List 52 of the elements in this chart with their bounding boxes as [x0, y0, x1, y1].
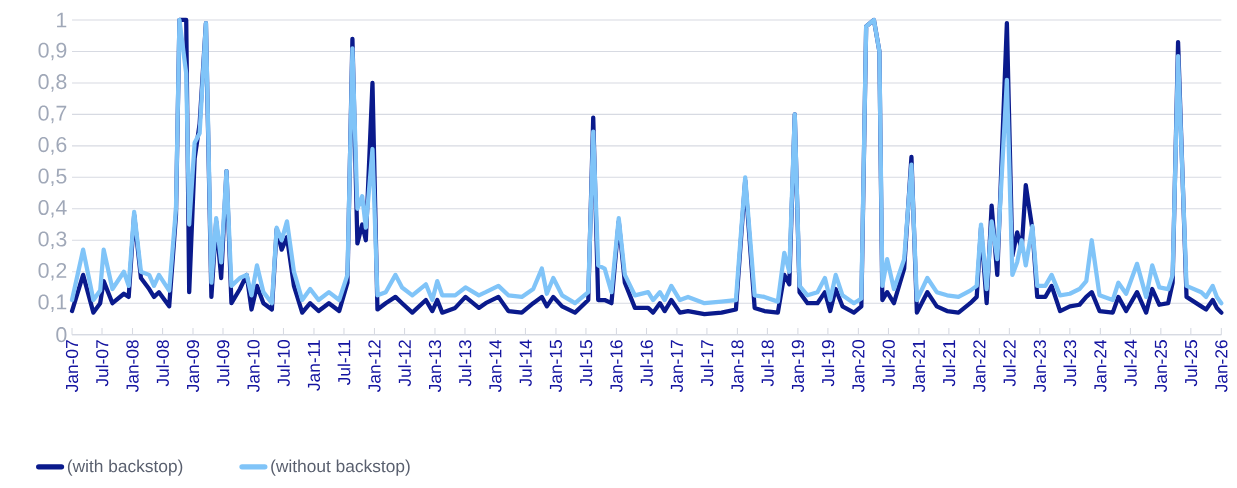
x-tick-label: Jul-07	[95, 340, 109, 387]
x-tick-label: Jan-24	[1094, 339, 1107, 393]
x-tick-label: Jan-09	[186, 340, 200, 393]
y-tick-label: 0,1	[38, 294, 67, 312]
x-tick-label: Jul-19	[821, 340, 835, 387]
x-tick-label: Jul-21	[942, 340, 956, 387]
y-tick-label: 0,2	[38, 262, 67, 281]
x-tick-label: Jul-16	[640, 340, 653, 387]
x-tick-label: Jul-18	[761, 340, 774, 387]
x-tick-label: Jul-12	[398, 340, 411, 387]
x-tick-label: Jan-07	[65, 340, 79, 393]
x-tick-label: Jan-10	[247, 340, 260, 393]
x-tick-label: Jan-23	[1033, 340, 1046, 393]
x-tick-label: Jan-13	[428, 340, 442, 393]
x-tick-label: Jul-23	[1063, 340, 1077, 387]
x-tick-label: Jul-22	[1003, 340, 1016, 387]
x-tick-label: Jan-17	[670, 340, 683, 393]
x-tick-label: Jan-21	[912, 340, 926, 393]
x-tick-label: Jul-11	[337, 340, 351, 386]
y-tick-label: 0,4	[38, 199, 67, 218]
x-tick-label: Jan-14	[489, 339, 502, 393]
y-tick-label: 0,6	[38, 137, 67, 155]
y-tick-label: 0,8	[38, 74, 67, 92]
x-tick-label: Jul-13	[458, 340, 472, 387]
x-tick-label: Jul-14	[519, 339, 532, 387]
x-tick-label: Jul-24	[1124, 339, 1137, 387]
x-tick-label: Jan-20	[852, 340, 865, 393]
y-tick-label: 0,9	[38, 42, 67, 61]
x-tick-label: Jul-10	[277, 340, 290, 387]
x-tick-label: Jan-22	[973, 340, 986, 393]
legend-label: (without backstop)	[271, 459, 410, 476]
y-tick-label: 0,7	[38, 105, 67, 124]
x-tick-label: Jul-08	[156, 340, 169, 387]
x-tick-label: Jan-19	[791, 340, 805, 393]
y-tick-label: 0	[56, 327, 67, 343]
y-tick-label: 0,3	[38, 231, 67, 250]
x-tick-label: Jan-11	[307, 340, 321, 391]
x-tick-label: Jan-25	[1154, 340, 1167, 393]
x-tick-label: Jul-17	[700, 340, 714, 387]
x-tick-label: Jan-12	[368, 340, 381, 393]
x-tick-label: Jul-15	[579, 340, 593, 387]
y-tick-label: 1	[57, 12, 67, 28]
x-tick-label: Jul-09	[216, 340, 230, 387]
x-tick-label: Jan-15	[549, 340, 562, 393]
x-tick-label: Jan-08	[126, 340, 139, 393]
x-tick-label: Jul-20	[882, 340, 895, 387]
legend-label: (with backstop)	[67, 459, 183, 476]
x-tick-label: Jan-16	[610, 340, 623, 393]
x-tick-label: Jan-18	[731, 340, 744, 393]
x-tick-label: Jan-26	[1215, 340, 1228, 393]
x-tick-label: Jul-25	[1184, 340, 1198, 387]
y-tick-label: 0,5	[38, 168, 67, 187]
